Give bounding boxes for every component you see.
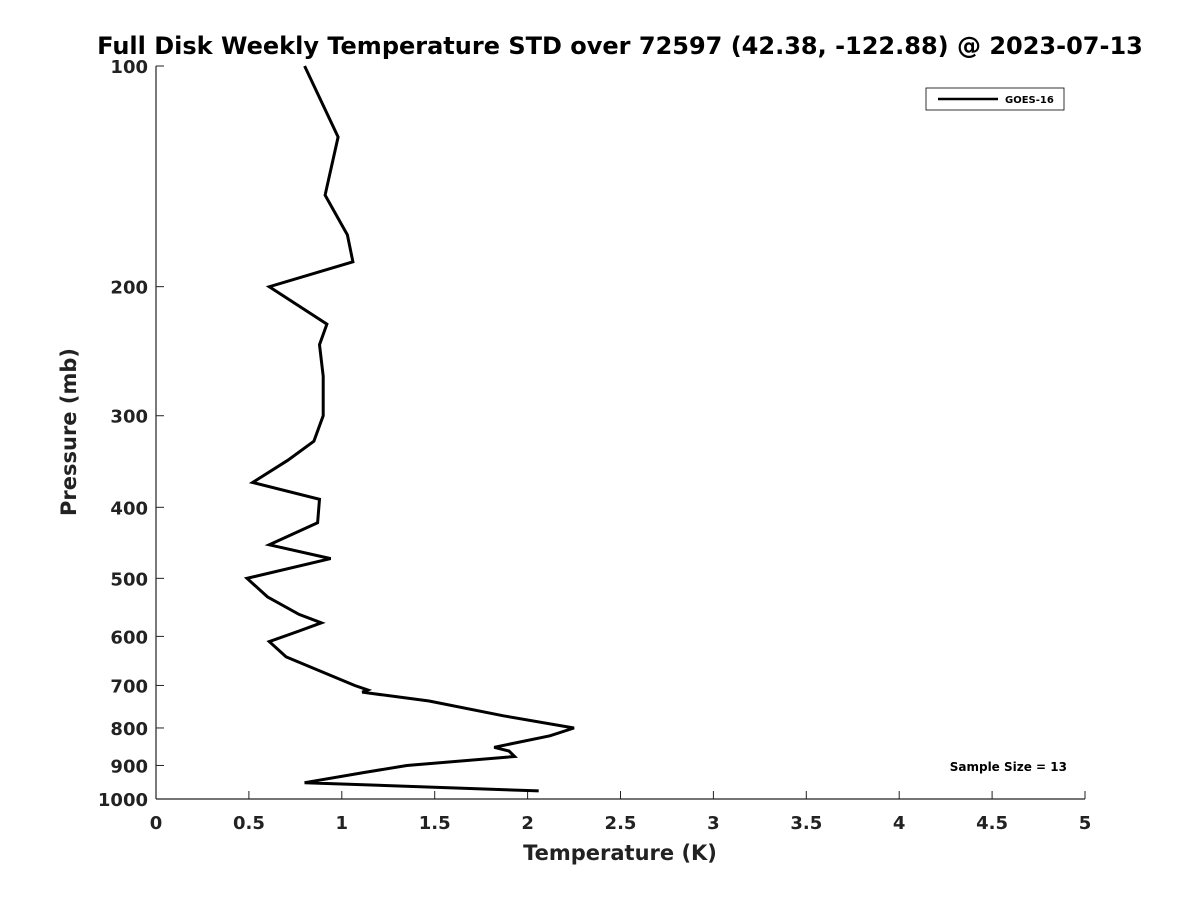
- x-tick-label: 4.5: [976, 813, 1008, 834]
- sample-size-annotation: Sample Size = 13: [950, 760, 1067, 774]
- plot-area: [156, 66, 1085, 799]
- x-tick-label: 3.5: [790, 813, 822, 834]
- legend-label-goes-16: GOES-16: [1005, 95, 1054, 106]
- y-tick-label: 900: [110, 756, 148, 777]
- x-tick-label: 4: [893, 813, 906, 834]
- series-layer: [243, 65, 575, 793]
- legend: GOES-16: [925, 87, 1065, 111]
- series-line-goes-16: [243, 65, 575, 793]
- y-tick-label: 400: [110, 498, 148, 519]
- y-tick-label: 200: [110, 278, 148, 299]
- y-axis-label: Pressure (mb): [57, 348, 81, 516]
- x-tick-label: 1.5: [419, 813, 451, 834]
- x-tick-label: 1: [336, 813, 349, 834]
- y-tick-label: 300: [110, 407, 148, 428]
- x-axis-label: Temperature (K): [523, 841, 717, 865]
- chart-title: Full Disk Weekly Temperature STD over 72…: [97, 32, 1143, 60]
- x-tick-label: 0.5: [233, 813, 265, 834]
- x-axis-ticks: 0 0.5 1 1.5 2 2.5 3 3.5 4 4.5 5: [150, 791, 1092, 834]
- y-axis-ticks: 100 200 300 400 500 600 700 800 900 1000: [98, 57, 164, 811]
- y-tick-label: 700: [110, 676, 148, 697]
- y-tick-label: 100: [110, 57, 148, 78]
- y-tick-label: 600: [110, 627, 148, 648]
- y-tick-label: 800: [110, 719, 148, 740]
- x-tick-label: 2.5: [605, 813, 637, 834]
- x-tick-label: 0: [150, 813, 163, 834]
- y-tick-label: 1000: [98, 790, 148, 811]
- x-tick-label: 3: [707, 813, 720, 834]
- x-tick-label: 2: [521, 813, 534, 834]
- y-tick-label: 500: [110, 569, 148, 590]
- x-tick-label: 5: [1079, 813, 1092, 834]
